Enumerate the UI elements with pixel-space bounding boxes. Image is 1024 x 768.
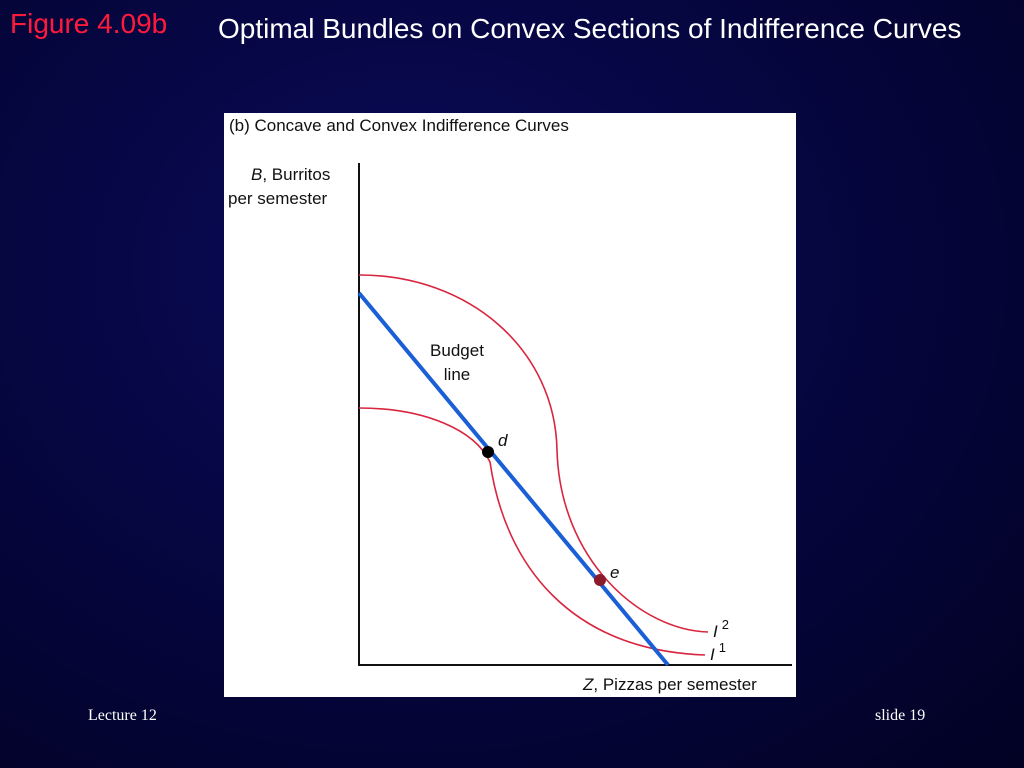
curve-name: I (710, 645, 715, 664)
footer-right: slide 19 (875, 707, 926, 724)
indifference-curve-1 (358, 407, 706, 656)
point-e (594, 574, 606, 586)
budget-line (357, 291, 670, 667)
slide-title: Optimal Bundles on Convex Sections of In… (218, 13, 962, 44)
x-axis-variable: Z (582, 675, 594, 694)
point-label: d (498, 431, 508, 450)
curve-superscript: 2 (722, 617, 729, 632)
point-label: e (610, 563, 619, 582)
point-d (482, 446, 494, 458)
x-axis-text: , Pizzas per semester (593, 675, 757, 694)
panel-title: (b) Concave and Convex Indifference Curv… (229, 116, 569, 135)
y-axis-label: B, Burritos (251, 165, 330, 184)
x-axis-label: Z, Pizzas per semester (582, 675, 757, 694)
footer-left: Lecture 12 (88, 707, 157, 724)
y-axis-text: , Burritos (262, 165, 330, 184)
curve-superscript: 1 (719, 640, 726, 655)
y-axis-variable: B (251, 165, 262, 184)
y-axis-label-line2: per semester (228, 189, 328, 208)
budget-label: Budget (430, 341, 484, 360)
figure-panel (224, 113, 796, 697)
budget-label: line (444, 365, 470, 384)
figure-label: Figure 4.09b (10, 8, 168, 39)
indifference-curve-2 (358, 274, 709, 633)
curve-name: I (713, 622, 718, 641)
